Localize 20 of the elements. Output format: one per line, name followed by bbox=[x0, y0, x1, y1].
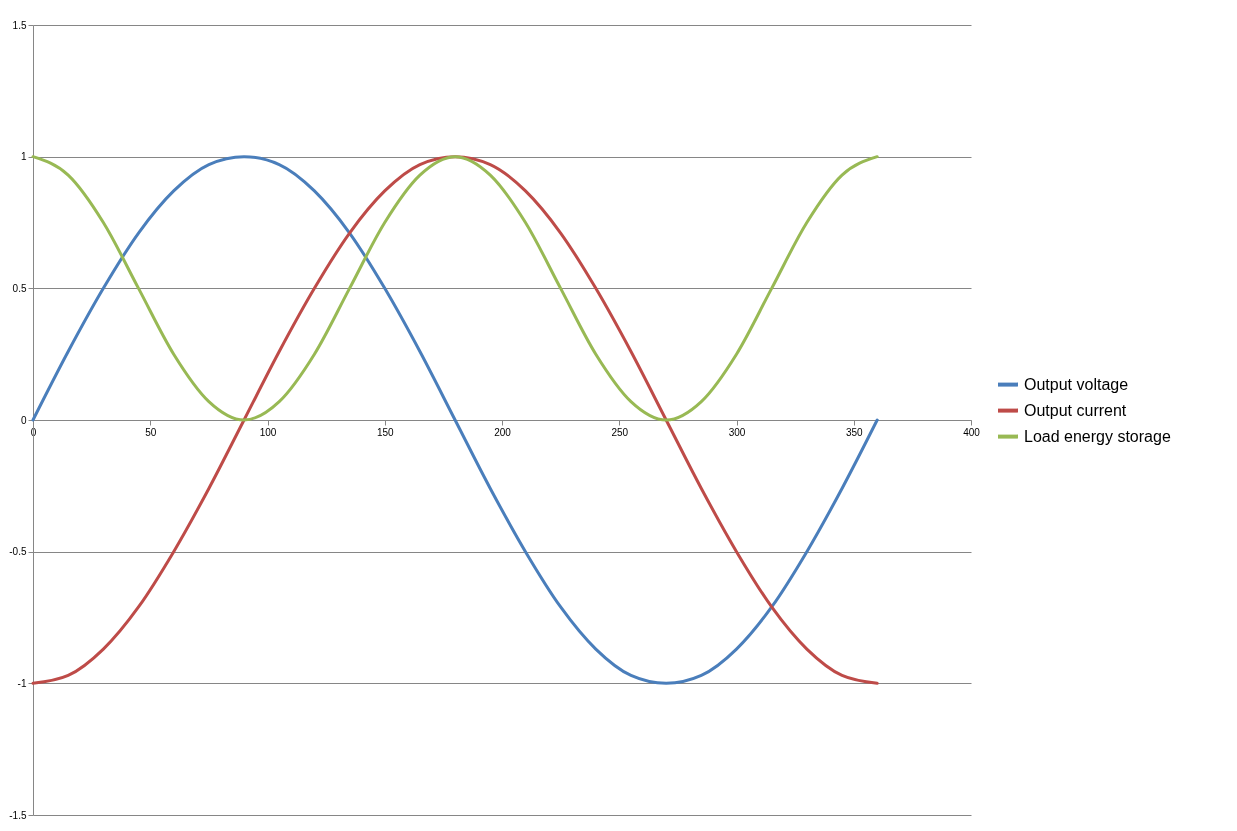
y-tick-label: 1.5 bbox=[12, 19, 27, 31]
legend-label: Output current bbox=[1024, 401, 1127, 419]
y-tick-label: -1.5 bbox=[9, 809, 27, 821]
legend-label: Load energy storage bbox=[1024, 427, 1171, 445]
y-tick-label: 1 bbox=[20, 151, 27, 163]
y-tick-label: 0 bbox=[20, 414, 27, 426]
x-tick-label: 350 bbox=[845, 426, 864, 438]
y-tick-label: -1 bbox=[17, 677, 27, 689]
line-series bbox=[31, 155, 879, 685]
legend-label: Output voltage bbox=[1024, 375, 1129, 393]
line-series bbox=[31, 155, 879, 422]
x-tick-label: 100 bbox=[259, 426, 277, 438]
y-tick-label: -0.5 bbox=[9, 546, 27, 558]
x-tick-label: 400 bbox=[963, 426, 981, 438]
x-tick-label: 150 bbox=[376, 426, 395, 438]
y-tick-label: 0.5 bbox=[12, 282, 27, 294]
x-tick-label: 50 bbox=[145, 426, 157, 438]
x-tick-label: 250 bbox=[611, 426, 629, 438]
x-tick-label: 200 bbox=[494, 426, 512, 438]
x-tick-label: 300 bbox=[728, 426, 746, 438]
